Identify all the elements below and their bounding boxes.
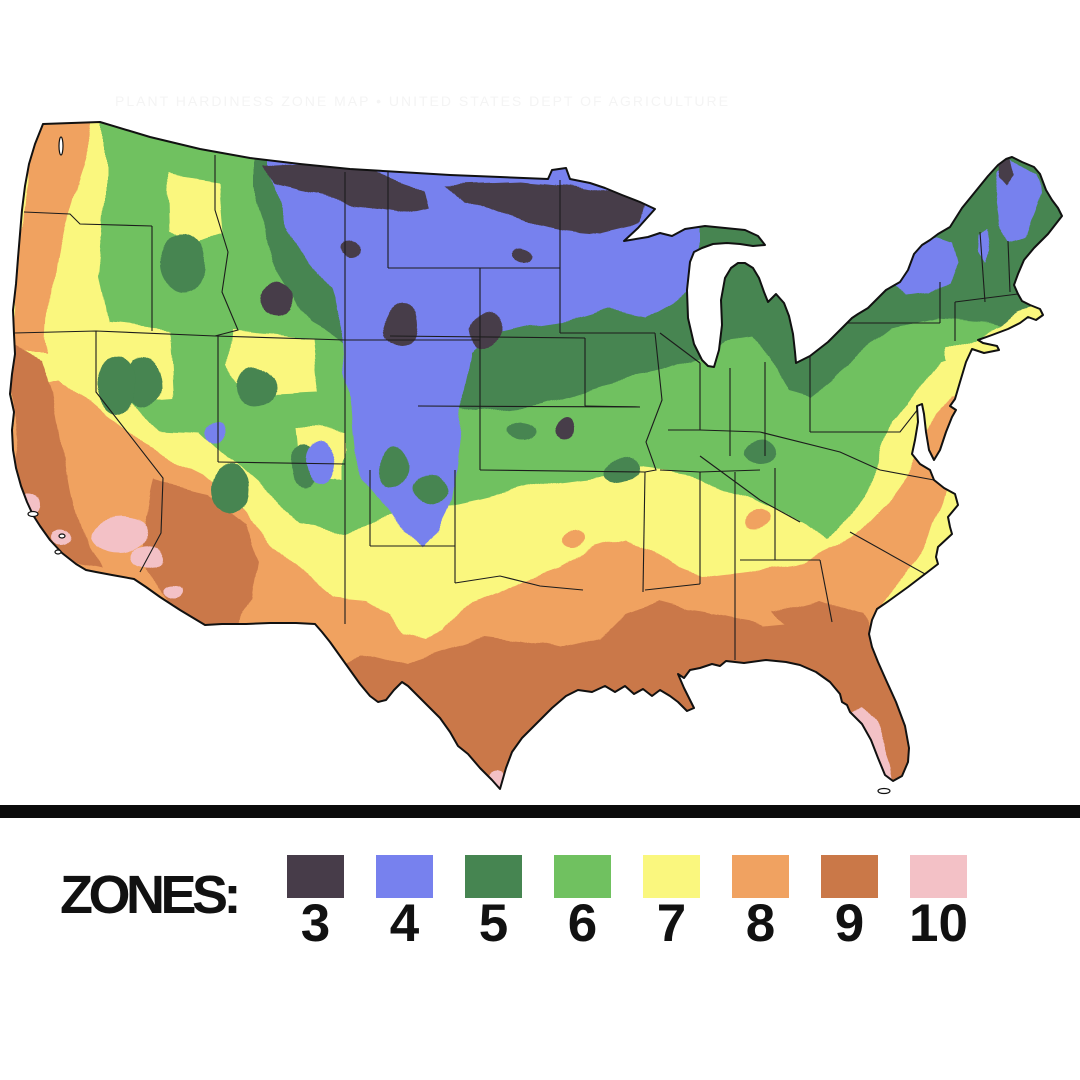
- svg-text:10: 10: [909, 894, 968, 953]
- svg-text:ZONES:: ZONES:: [60, 865, 237, 925]
- svg-text:7: 7: [657, 894, 686, 953]
- svg-text:3: 3: [301, 894, 330, 953]
- svg-text:PLANT HARDINESS ZONE MAP • UNI: PLANT HARDINESS ZONE MAP • UNITED STATES…: [115, 93, 730, 109]
- svg-text:8: 8: [746, 894, 775, 953]
- svg-text:6: 6: [568, 894, 597, 953]
- svg-text:5: 5: [479, 894, 508, 953]
- svg-text:9: 9: [835, 894, 864, 953]
- svg-text:4: 4: [390, 894, 420, 953]
